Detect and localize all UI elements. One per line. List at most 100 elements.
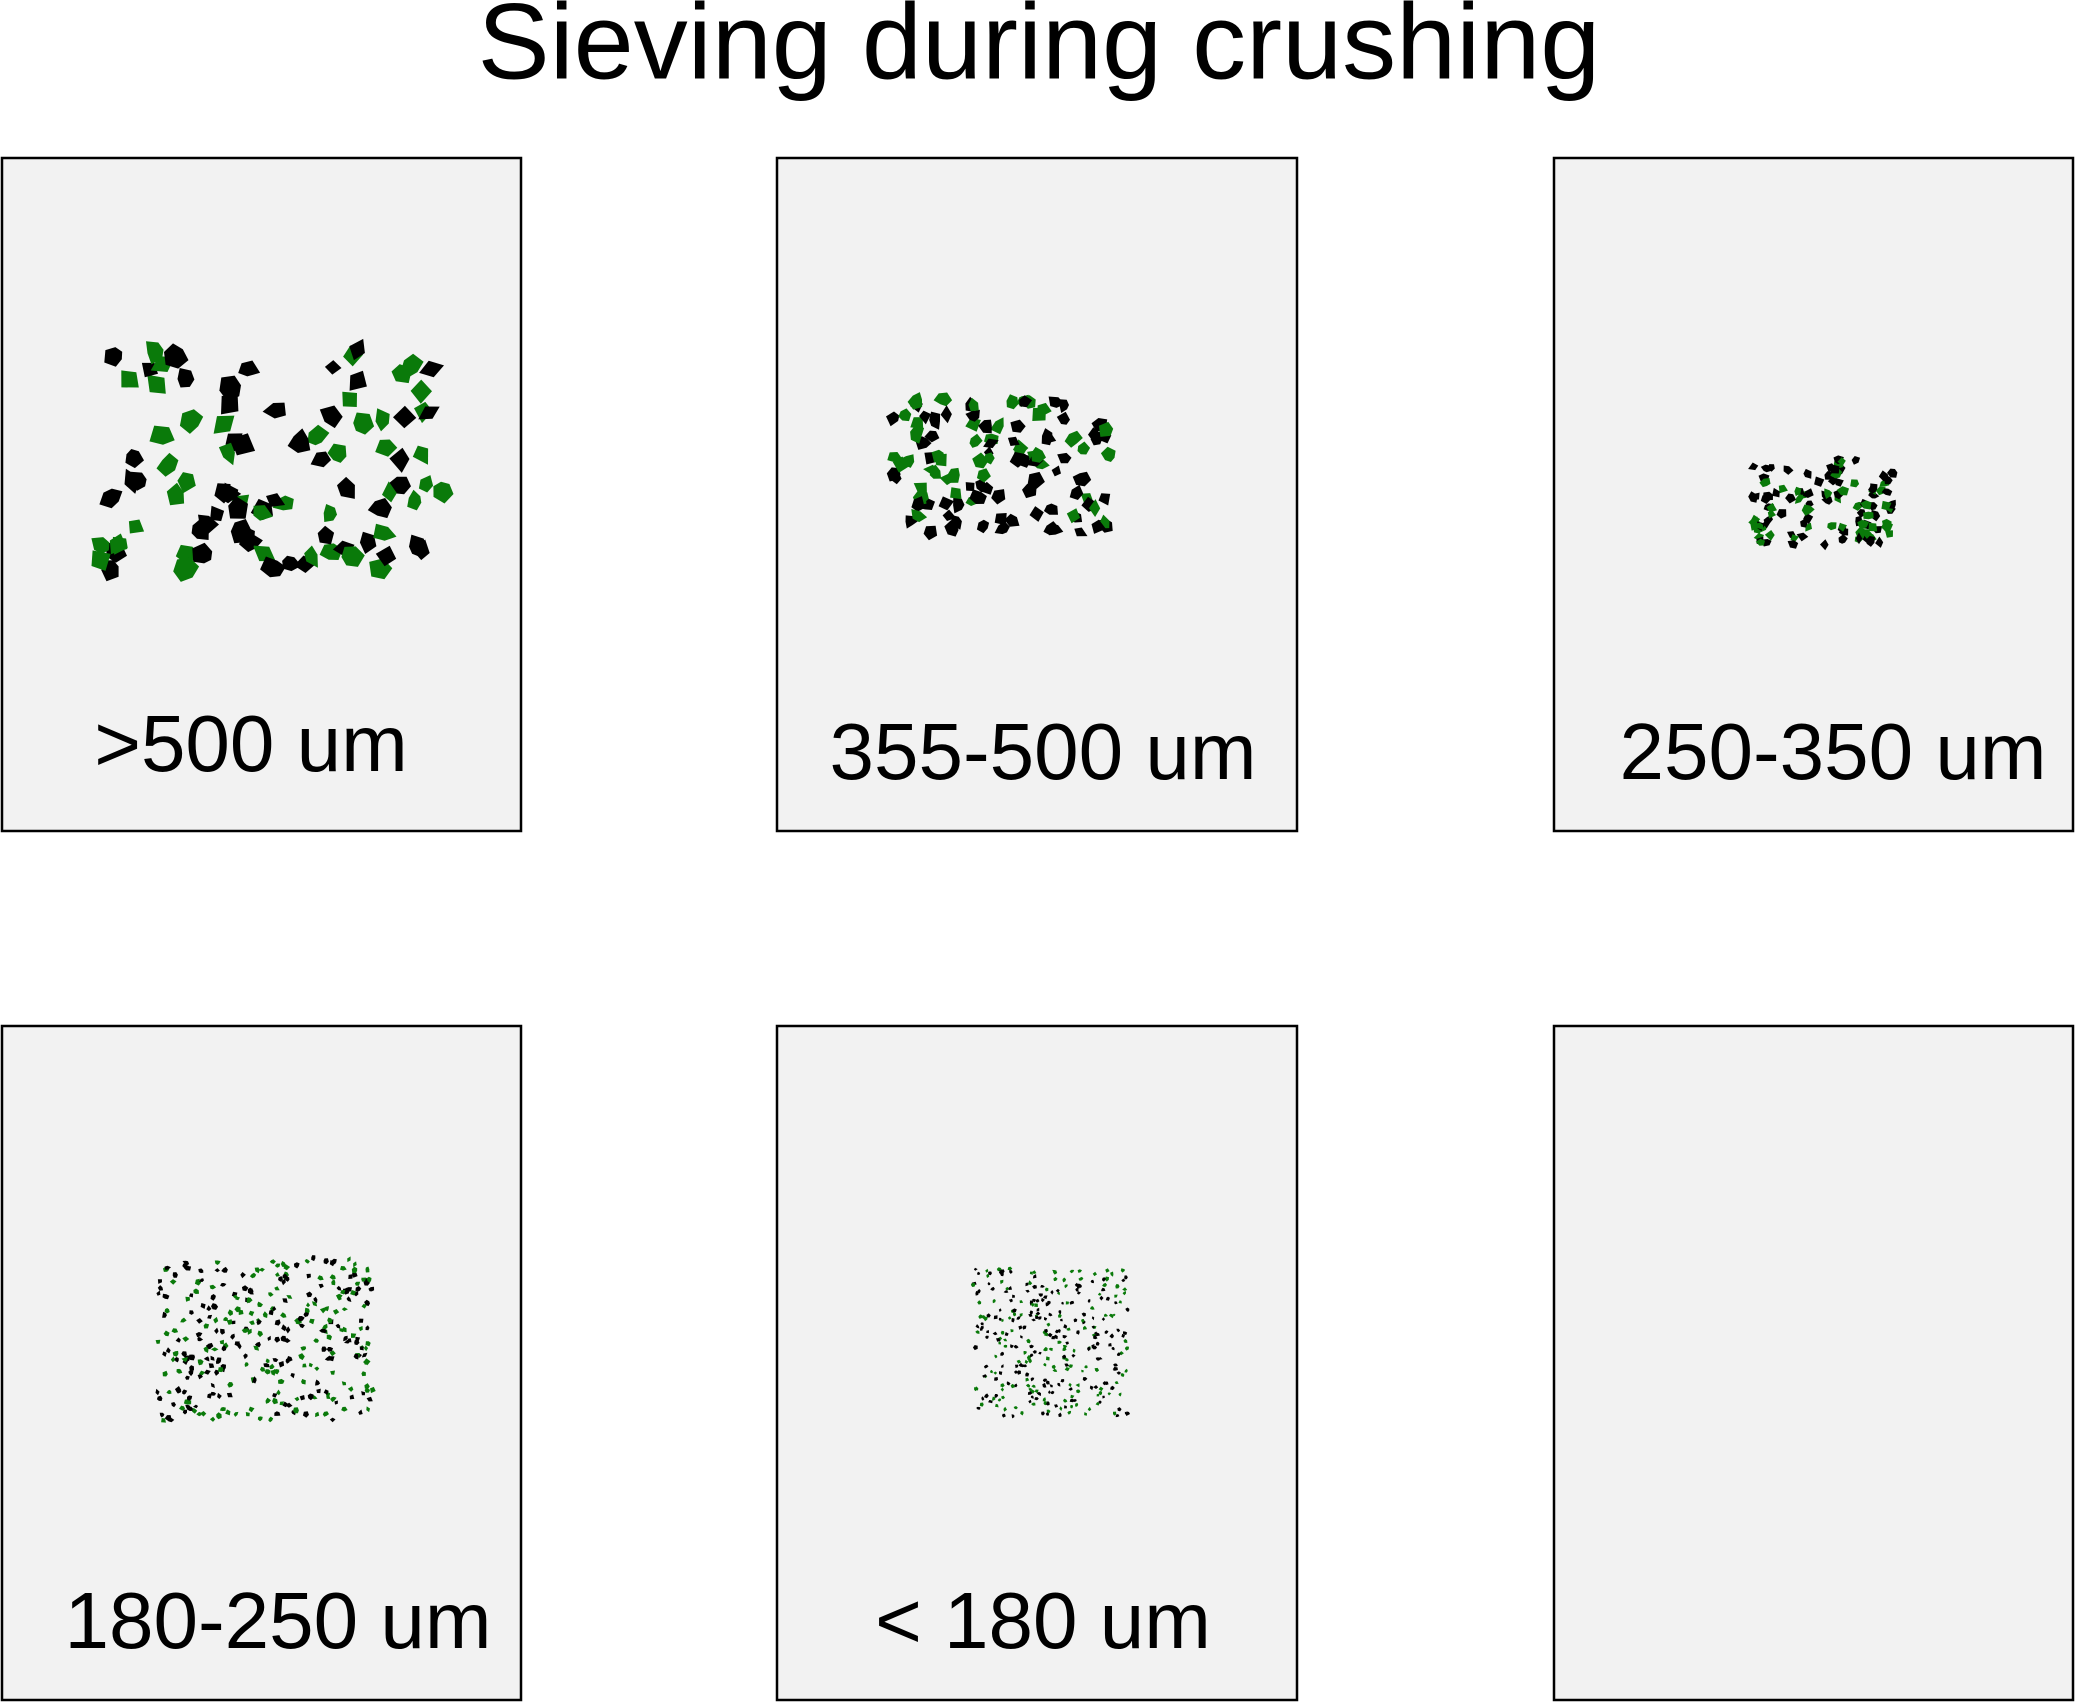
particle — [241, 1328, 249, 1333]
particle — [1042, 1382, 1046, 1388]
particle — [1019, 395, 1033, 408]
particle — [341, 1307, 348, 1312]
particle — [313, 1338, 319, 1343]
particle — [248, 1406, 255, 1413]
particle — [992, 1331, 998, 1336]
particle — [196, 1318, 203, 1324]
particle — [1028, 1399, 1032, 1404]
particle — [1032, 1270, 1037, 1275]
particle — [979, 1402, 984, 1407]
particle — [996, 1267, 1002, 1272]
particle — [1042, 1378, 1047, 1383]
particle — [1887, 468, 1898, 478]
particle — [210, 1391, 216, 1396]
particle — [329, 1350, 336, 1357]
particle — [1073, 1318, 1078, 1323]
particle — [125, 449, 144, 469]
particle — [1042, 1295, 1048, 1300]
particle — [213, 1316, 219, 1324]
particle — [262, 402, 286, 419]
particle — [258, 1267, 265, 1272]
particle — [228, 496, 248, 519]
particle — [969, 433, 983, 448]
particle — [1018, 1325, 1023, 1330]
particle — [1046, 1356, 1050, 1361]
particle — [203, 1369, 211, 1375]
particle — [359, 531, 377, 554]
particle — [155, 1339, 161, 1344]
particle — [418, 406, 440, 420]
particle — [1000, 1330, 1005, 1335]
particle — [1116, 1328, 1121, 1333]
particle — [197, 1373, 203, 1380]
particle — [1120, 1268, 1126, 1273]
particle — [358, 1326, 363, 1332]
particle — [1087, 1406, 1092, 1412]
particle — [1113, 1363, 1118, 1367]
particle — [1014, 1383, 1018, 1388]
particle — [924, 430, 940, 443]
particle — [978, 1314, 983, 1319]
particle — [1004, 513, 1020, 527]
particle — [984, 1393, 989, 1399]
particle — [221, 395, 239, 415]
particle — [1104, 1330, 1109, 1334]
particle — [983, 1364, 989, 1369]
particle — [363, 1358, 371, 1366]
particle — [182, 1409, 187, 1415]
particle — [335, 1323, 341, 1329]
particle — [991, 1396, 996, 1401]
particle — [330, 1396, 337, 1403]
particle — [1111, 1347, 1115, 1351]
particle — [334, 1400, 338, 1405]
particle — [1748, 462, 1759, 471]
particle — [1066, 1327, 1071, 1331]
particle — [366, 1396, 373, 1402]
particle — [1100, 446, 1116, 462]
particle — [977, 1300, 982, 1305]
particle — [274, 1336, 281, 1343]
particle — [1036, 1391, 1041, 1396]
particle — [1044, 1332, 1049, 1337]
particle — [977, 1271, 981, 1275]
particle — [368, 1286, 375, 1292]
particle — [185, 1296, 190, 1302]
particle — [275, 1272, 280, 1277]
particle — [965, 417, 981, 432]
particle — [236, 525, 255, 547]
particle — [999, 1269, 1005, 1274]
particle — [193, 1404, 199, 1409]
particle — [1059, 1406, 1063, 1411]
particle — [1820, 539, 1829, 551]
particle — [982, 1374, 987, 1378]
particle — [1031, 1402, 1036, 1406]
particle — [944, 520, 959, 537]
particle — [1110, 1385, 1115, 1391]
particle — [1097, 1292, 1102, 1296]
particle — [307, 1393, 314, 1401]
particle — [304, 545, 318, 568]
particle — [994, 1377, 998, 1381]
particle — [1857, 520, 1870, 530]
particle — [393, 405, 417, 429]
particle — [973, 1267, 978, 1271]
particle — [146, 341, 164, 365]
particle — [1783, 465, 1794, 475]
particle — [1760, 494, 1771, 504]
particle — [1031, 446, 1046, 463]
particle — [1090, 430, 1103, 446]
particle — [170, 1356, 176, 1363]
particle — [1025, 1383, 1031, 1388]
particle — [995, 1403, 999, 1408]
particle — [364, 1388, 371, 1393]
particle — [361, 1352, 368, 1358]
particle — [993, 1315, 998, 1320]
particle — [364, 1299, 370, 1307]
particle — [375, 545, 397, 567]
particle — [227, 1309, 233, 1316]
particle — [233, 1411, 239, 1417]
particle — [257, 1301, 263, 1308]
particle — [1062, 1345, 1068, 1349]
particle — [1766, 502, 1777, 513]
particle — [1025, 1289, 1030, 1293]
